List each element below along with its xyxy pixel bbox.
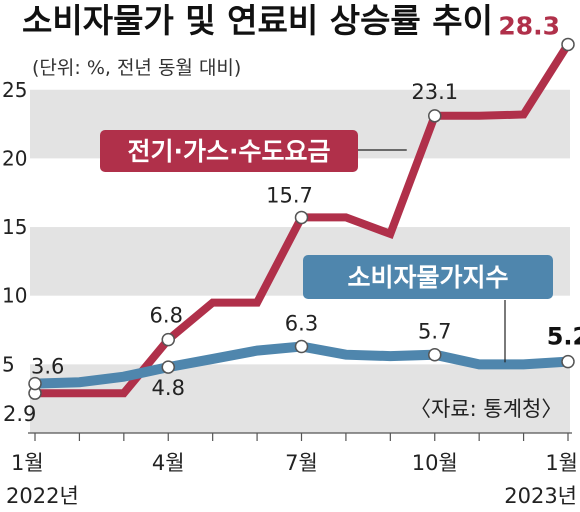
- data-label: 23.1: [411, 80, 458, 104]
- y-axis-ticks: 5 10 15 20 25: [2, 78, 27, 377]
- data-point: [294, 339, 309, 354]
- series-name-label: 소비자물가지수: [347, 263, 508, 292]
- data-label: 3.6: [31, 355, 64, 379]
- x-tick-label: 1월: [11, 451, 44, 475]
- data-point: [561, 37, 575, 52]
- data-label: 2.9: [3, 402, 36, 426]
- y-tick-label: 5: [2, 352, 15, 376]
- data-label: 5.2: [547, 323, 580, 351]
- data-point: [161, 360, 175, 374]
- data-point: [561, 354, 575, 369]
- data-label: 4.8: [152, 376, 185, 400]
- data-label: 6.8: [150, 304, 183, 328]
- y-tick-label: 15: [2, 215, 27, 239]
- x-tick-label: 10월: [412, 451, 458, 475]
- series-name-connectors: [355, 149, 506, 363]
- unit-note: (단위: %, 전년 동월 대비): [32, 57, 241, 79]
- data-label: 6.3: [285, 312, 318, 336]
- data-label: 28.3: [498, 11, 560, 40]
- y-tick-label: 25: [2, 78, 27, 102]
- series-name-box: [303, 255, 553, 299]
- series-name-label: 전기·가스·수도요금: [128, 137, 331, 166]
- y-tick-label: 10: [2, 284, 27, 308]
- data-label: 5.7: [418, 320, 451, 344]
- data-point: [428, 347, 442, 362]
- x-axis: 1월 4월 7월 10월 1월 2022년 2023년: [6, 432, 578, 508]
- data-label: 15.7: [266, 183, 313, 207]
- y-tick-label: 20: [2, 146, 27, 170]
- source-note: 〈자료: 통계청〉: [410, 397, 562, 421]
- series-points: [28, 37, 575, 400]
- x-year-label: 2022년: [6, 484, 79, 508]
- chart-title: 소비자물가 및 연료비 상승률 추이: [22, 1, 493, 40]
- x-tick-label: 4월: [152, 451, 185, 475]
- x-year-label: 2023년: [504, 484, 577, 508]
- data-labels: 2.9 6.8 15.7 23.1 28.3 3.6 4.8 6.3 5.7 5.2: [3, 11, 580, 426]
- x-tick-label: 7월: [285, 451, 318, 475]
- data-point: [294, 210, 309, 225]
- series-name-box: [100, 130, 358, 172]
- data-point: [161, 332, 175, 347]
- data-point: [28, 376, 42, 391]
- x-tick-label: 1월: [545, 451, 578, 475]
- data-point: [428, 109, 442, 123]
